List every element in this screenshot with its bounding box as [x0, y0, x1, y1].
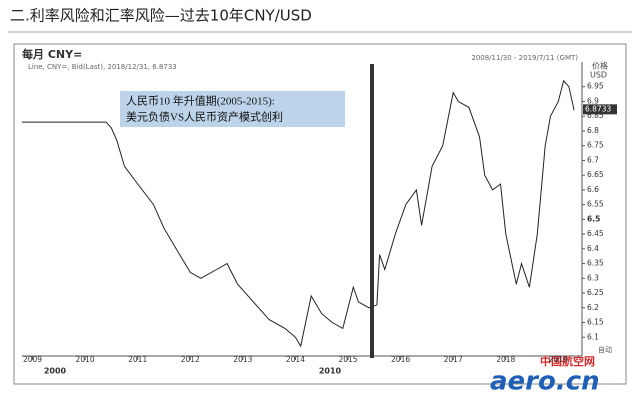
y-tick-label: 6.65	[587, 170, 604, 179]
x-tick-label: 2017	[444, 355, 463, 364]
annotation-box	[120, 91, 345, 127]
price-line	[22, 79, 575, 348]
x-tick-label: 2016	[391, 355, 410, 364]
y-tick-label: 6.9	[587, 96, 599, 105]
chart-header: 每月 CNY=	[22, 47, 82, 61]
y-tick-label: 6.45	[587, 229, 604, 238]
x-tick-label: 2018	[496, 355, 515, 364]
y-tick-label: 6.5	[587, 214, 600, 223]
bottom-label: 2010	[319, 367, 342, 376]
x-tick-label: 2012	[181, 355, 200, 364]
x-tick-label: 2011	[128, 355, 147, 364]
y-tick-label: 6.55	[587, 200, 604, 209]
slide-title: 二.利率风险和汇率风险—过去10年CNY/USD	[10, 7, 312, 25]
y-tick-label: 6.3	[587, 273, 599, 282]
y-tick-label: 6.95	[587, 82, 604, 91]
y-tick-label: 6.75	[587, 141, 604, 150]
y-tick-label: 6.1	[587, 332, 599, 341]
legend-text: Line, CNY=, Bid(Last), 2018/12/31, 6.873…	[28, 63, 177, 71]
x-tick-label: 2015	[338, 355, 357, 364]
last-value-label: 6.8733	[585, 104, 611, 113]
x-tick-label: 2013	[233, 355, 252, 364]
annotation: 人民币10 年升值期(2005-2015):	[126, 94, 275, 108]
date-range: 2008/11/30 - 2019/7/11 (GMT)	[471, 54, 578, 62]
x-tick-label: 2009	[23, 355, 42, 364]
bottom-label: 2000	[44, 367, 67, 376]
axis-unit: 价格	[592, 61, 608, 71]
x-tick-label: 2010	[76, 355, 95, 364]
axis-unit: USD	[590, 71, 607, 80]
y-tick-label: 6.7	[587, 155, 599, 164]
auto-label: 自动	[598, 345, 612, 354]
y-tick-label: 6.4	[587, 244, 599, 253]
annotation: 美元负债VS人民币资产模式创利	[126, 110, 283, 124]
y-tick-label: 6.6	[587, 185, 599, 194]
x-tick-label: 2014	[286, 355, 305, 364]
y-tick-label: 6.8	[587, 126, 599, 135]
x-tick-label: 2019	[549, 355, 568, 364]
watermark-en: aero.cn	[490, 367, 600, 397]
y-tick-label: 6.85	[587, 111, 604, 120]
last-value-box	[583, 104, 617, 115]
y-tick-label: 6.2	[587, 303, 599, 312]
y-tick-label: 6.15	[587, 318, 604, 327]
watermark-cn: 中国航空网	[540, 354, 595, 368]
y-tick-label: 6.35	[587, 259, 604, 268]
y-tick-label: 6.25	[587, 288, 604, 297]
